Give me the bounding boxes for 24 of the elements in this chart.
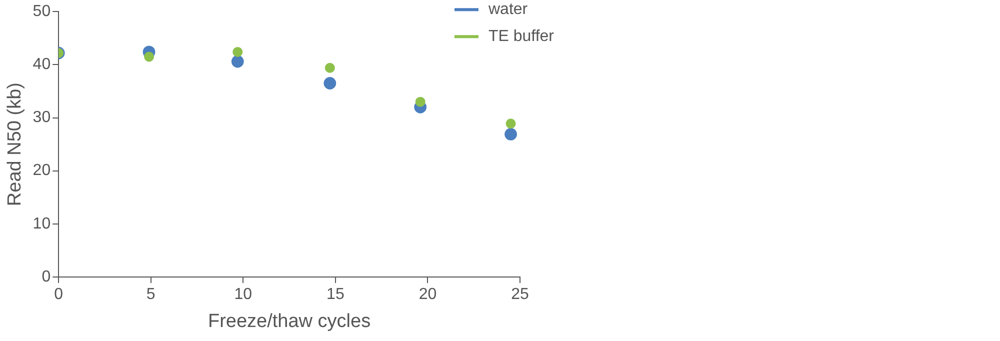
legend-label: water bbox=[487, 1, 528, 18]
x-tick-label: 25 bbox=[511, 286, 529, 304]
y-tick-label: 40 bbox=[32, 56, 51, 74]
x-tick-label: 20 bbox=[418, 286, 437, 304]
point bbox=[324, 77, 336, 90]
point bbox=[324, 62, 335, 73]
x-tick-label: 5 bbox=[146, 286, 156, 304]
point bbox=[504, 128, 517, 140]
legend-label: TE buffer bbox=[488, 28, 555, 46]
x-tick-label: 10 bbox=[234, 286, 252, 304]
y-tick-label: 30 bbox=[32, 109, 51, 126]
y-tick-label: 0 bbox=[42, 268, 51, 286]
point bbox=[506, 118, 516, 129]
x-axis-title: Freeze/thaw cycles bbox=[208, 310, 371, 332]
y-tick-label: 10 bbox=[32, 215, 51, 232]
x-tick-label: 15 bbox=[326, 286, 344, 304]
point bbox=[144, 52, 154, 62]
point bbox=[231, 55, 244, 68]
y-tick-label: 20 bbox=[32, 162, 51, 180]
y-axis-title: Read N50 (kb) bbox=[4, 82, 26, 206]
x-tick-label: 0 bbox=[54, 286, 64, 304]
point bbox=[232, 46, 243, 57]
y-tick-label: 50 bbox=[32, 3, 51, 20]
point bbox=[415, 96, 426, 107]
